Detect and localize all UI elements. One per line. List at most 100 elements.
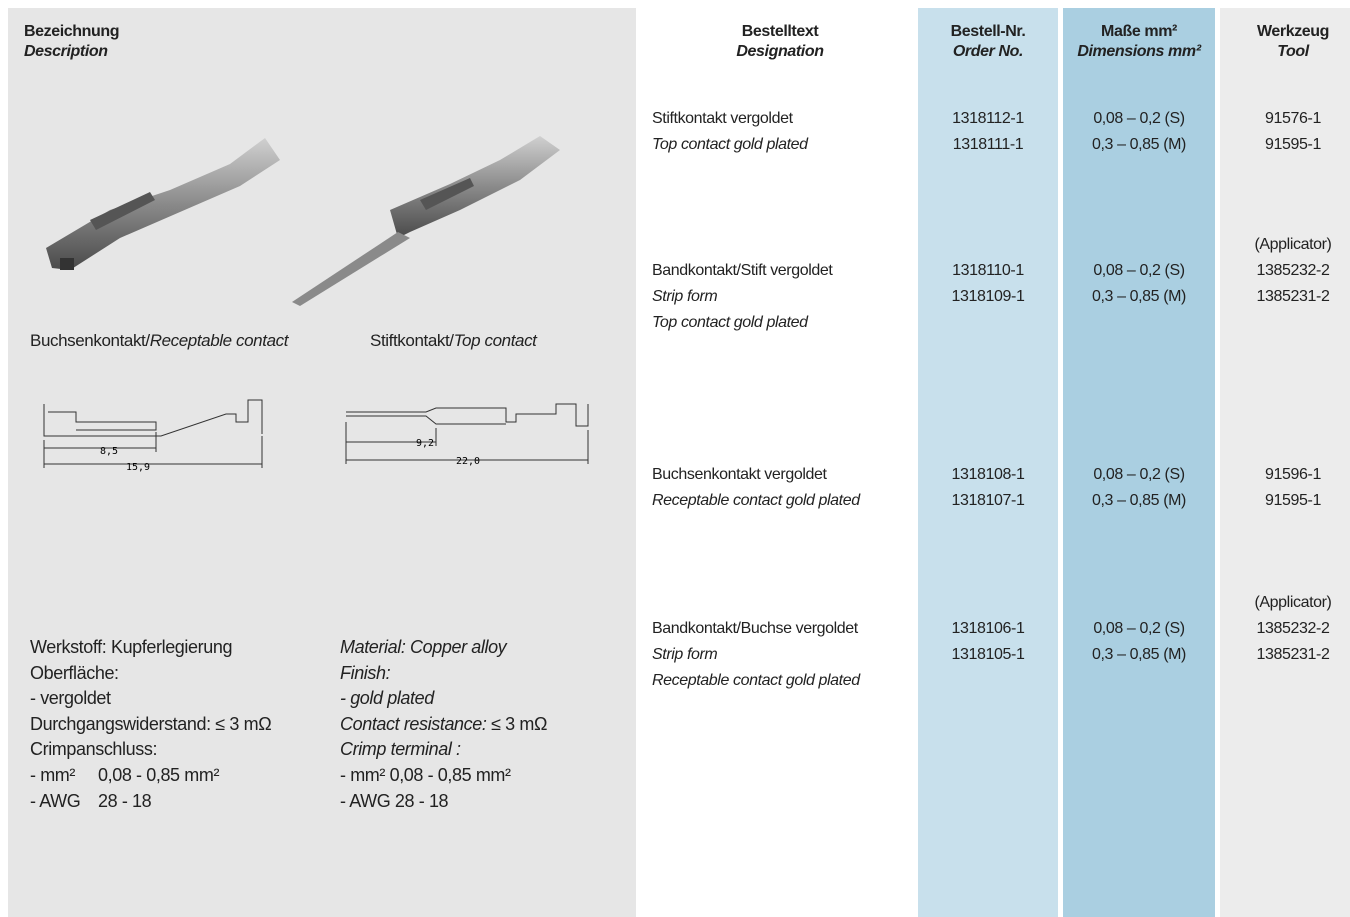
designation: Stiftkontakt vergoldet [652, 110, 793, 127]
resistance-value: ≤ 3 mΩ [491, 713, 548, 734]
tool-column-bg [1220, 8, 1350, 917]
dimension: 0,3 – 0,85 (M) [1091, 646, 1186, 663]
cell: 91596-1 91595-1 [1236, 462, 1350, 514]
header-de: Maße mm² [1101, 23, 1177, 40]
cell: 0,08 – 0,2 (S) 0,3 – 0,85 (M) [1063, 616, 1215, 668]
tool: 1385231-2 [1256, 646, 1330, 663]
material-en: Material: Copper alloy Finish: - gold plat… [340, 635, 547, 814]
material-de: Werkstoff: Kupferlegierung Oberfläche: - v… [30, 635, 272, 815]
dimension: 0,08 – 0,2 (S) [1093, 620, 1185, 637]
cell: Buchsenkontakt vergoldet Receptable conta… [652, 462, 917, 514]
header-description: Bezeichnung Description [24, 22, 120, 62]
tool: 1385232-2 [1256, 262, 1330, 279]
order-column-bg [918, 8, 1058, 917]
tool: 91595-1 [1265, 492, 1321, 509]
dimension-label: 8,5 [100, 446, 118, 457]
header-order-no: Bestell-Nr. Order No. [918, 22, 1058, 62]
spec-value: 28 - 18 [98, 790, 152, 811]
product-photos [46, 136, 560, 306]
header-dimensions: Maße mm² Dimensions mm² [1063, 22, 1215, 62]
spec-line: - mm² 0,08 - 0,85 mm² [30, 763, 271, 789]
top-contact-photo [292, 136, 560, 306]
caption-receptable: Buchsenkontakt/Receptable contact [30, 328, 288, 354]
resistance-label: Contact resistance: [340, 713, 487, 734]
header-en: Description [24, 43, 108, 60]
material-line: Finish: [340, 662, 391, 683]
dimension-label: 9,2 [416, 438, 434, 449]
dimension: 0,3 – 0,85 (M) [1091, 492, 1186, 509]
designation: Receptable contact gold plated [652, 672, 860, 689]
header-en: Order No. [952, 43, 1024, 60]
cell: 0,08 – 0,2 (S) 0,3 – 0,85 (M) [1063, 258, 1215, 310]
resistance-line: Contact resistance: ≤ 3 mΩ [340, 712, 547, 738]
header-tool: Werkzeug Tool [1220, 22, 1350, 62]
designation: Top contact gold plated [652, 314, 808, 331]
order-no: 1318111-1 [952, 136, 1024, 153]
tool: 1385231-2 [1256, 288, 1330, 305]
caption-en: Top contact [453, 331, 537, 350]
material-line: - gold plated [340, 688, 434, 709]
header-de: Werkzeug [1256, 23, 1330, 40]
cell: 91576-1 91595-1 [1236, 106, 1350, 158]
caption-de: Buchsenkontakt/ [30, 331, 150, 350]
order-no: 1318106-1 [951, 620, 1025, 637]
spec-label: - mm² [30, 764, 75, 785]
order-no: 1318112-1 [952, 110, 1024, 127]
spec-line: - AWG 28 - 18 [30, 789, 271, 815]
tool: 91595-1 [1265, 136, 1321, 153]
tool: 91576-1 [1265, 110, 1321, 127]
header-en: Designation [736, 43, 824, 60]
tool: (Applicator) [1254, 594, 1332, 611]
spec-value: 0,08 - 0,85 mm² [98, 764, 220, 785]
tool: (Applicator) [1254, 236, 1332, 253]
top-drawing [345, 403, 589, 464]
cell: Bandkontakt/Stift vergoldet Strip form Top… [652, 258, 917, 336]
material-line: Material: Copper alloy [340, 637, 507, 657]
spec-label: - AWG [30, 790, 81, 811]
designation: Top contact gold plated [652, 136, 808, 153]
dimension: 0,3 – 0,85 (M) [1091, 288, 1186, 305]
header-designation: Bestelltext Designation [680, 22, 880, 62]
order-no: 1318105-1 [951, 646, 1025, 663]
cell: 1318106-1 1318105-1 [918, 616, 1058, 668]
caption-top: Stiftkontakt/Top contact [370, 328, 537, 354]
dimension-label: 15,9 [126, 462, 150, 473]
dimension-label: 22,0 [456, 456, 480, 467]
cell: 0,08 – 0,2 (S) 0,3 – 0,85 (M) [1063, 462, 1215, 514]
header-en: Dimensions mm² [1077, 43, 1201, 60]
caption-en: Receptable contact [149, 331, 289, 350]
spec-line: - AWG 28 - 18 [340, 790, 449, 811]
receptable-drawing [43, 399, 263, 468]
header-en: Tool [1277, 43, 1309, 60]
order-no: 1318107-1 [951, 492, 1025, 509]
receptable-contact-photo [46, 138, 280, 270]
material-line: - vergoldet [30, 688, 111, 709]
order-no: 1318108-1 [951, 466, 1025, 483]
header-de: Bestell-Nr. [950, 23, 1026, 40]
cell: Stiftkontakt vergoldet Top contact gold p… [652, 106, 917, 158]
material-line: Durchgangswiderstand: ≤ 3 mΩ [30, 713, 272, 734]
order-no: 1318109-1 [951, 288, 1025, 305]
designation: Buchsenkontakt vergoldet [652, 466, 827, 483]
cell: (Applicator) 1385232-2 1385231-2 [1236, 232, 1350, 310]
dimension: 0,08 – 0,2 (S) [1093, 110, 1185, 127]
cell: 0,08 – 0,2 (S) 0,3 – 0,85 (M) [1063, 106, 1215, 158]
header-de: Bezeichnung [24, 23, 120, 40]
material-line: Crimp terminal : [340, 739, 461, 760]
designation: Bandkontakt/Buchse vergoldet [652, 620, 858, 637]
cell: 1318108-1 1318107-1 [918, 462, 1058, 514]
material-line: Crimpanschluss: [30, 739, 158, 760]
dimensions-column-bg [1063, 8, 1215, 917]
designation: Bandkontakt/Stift vergoldet [652, 262, 833, 279]
caption-de: Stiftkontakt/ [370, 331, 454, 350]
dimension: 0,08 – 0,2 (S) [1093, 262, 1185, 279]
dimension: 0,08 – 0,2 (S) [1093, 466, 1185, 483]
technical-drawings: 8,5 15,9 9,2 22,0 [43, 399, 589, 473]
designation: Strip form [652, 646, 718, 663]
designation: Strip form [652, 288, 718, 305]
cell: 1318110-1 1318109-1 [918, 258, 1058, 310]
material-line: Oberfläche: [30, 662, 119, 683]
tool: 1385232-2 [1256, 620, 1330, 637]
cell: (Applicator) 1385232-2 1385231-2 [1236, 590, 1350, 668]
